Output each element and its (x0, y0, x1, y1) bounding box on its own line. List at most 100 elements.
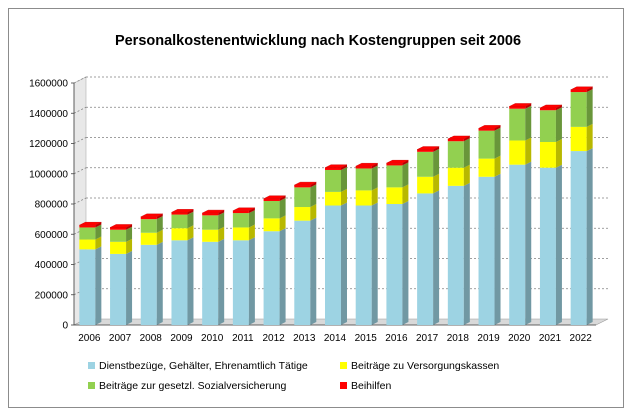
bar-layer (79, 86, 593, 325)
legend-label: Dienstbezüge, Gehälter, Ehrenamtlich Tät… (99, 360, 308, 372)
bar-segment (355, 162, 378, 169)
bar-side (310, 204, 317, 221)
bar-side (187, 209, 194, 215)
bar-segment (294, 181, 317, 188)
bar-front (447, 185, 464, 325)
bar-segment (232, 237, 255, 325)
x-tick-label: 2011 (232, 333, 254, 344)
bar-segment (478, 155, 501, 177)
bar-side (279, 215, 286, 232)
bar-front (478, 130, 495, 159)
legend-item: Beihilfen (340, 380, 391, 392)
bar-side (248, 210, 255, 228)
bar-segment (509, 161, 532, 325)
bar-segment (140, 213, 163, 220)
bar-side (371, 187, 378, 206)
bar-segment (171, 225, 194, 241)
bar-front (386, 163, 403, 166)
legend-label: Beiträge zur gesetzl. Sozialversicherung (99, 380, 287, 392)
y-tick-label: 1600000 (29, 79, 68, 90)
bar-front (171, 214, 188, 229)
bar-front (509, 164, 526, 325)
bar-segment (386, 159, 409, 166)
bar-side (525, 137, 532, 165)
legend-item: Beiträge zur gesetzl. Sozialversicherung (88, 380, 287, 392)
bar-segment (570, 86, 593, 93)
bar-segment (232, 207, 255, 214)
bar-front (570, 126, 587, 152)
bar-side (187, 211, 194, 229)
bar-front (263, 218, 280, 232)
bar-segment (79, 236, 102, 250)
bar-segment (171, 211, 194, 229)
bar-front (355, 205, 372, 325)
bar-segment (570, 123, 593, 152)
bar-segment (263, 195, 286, 201)
bar-front (447, 167, 464, 186)
bar-segment (110, 226, 133, 242)
x-tick-label: 2013 (293, 333, 316, 344)
bar-front (232, 210, 249, 214)
bar-segment (79, 221, 102, 228)
bar-side (156, 229, 163, 245)
bar-front (79, 225, 96, 228)
bar-segment (417, 146, 440, 152)
y-tick-label: 1200000 (29, 139, 68, 150)
bar-front (478, 128, 495, 131)
bar-side (187, 225, 194, 241)
bar-front (110, 241, 127, 254)
bar-segment (294, 217, 317, 325)
bar-segment (417, 173, 440, 194)
bar-side (433, 146, 440, 152)
bar-side (402, 162, 409, 188)
bar-front (232, 227, 249, 241)
bar-segment (539, 138, 562, 168)
x-tick-label: 2015 (355, 333, 378, 344)
bar-top (417, 146, 440, 150)
bar-top (509, 103, 532, 107)
bar-top (79, 221, 102, 226)
bar-side (371, 163, 378, 169)
bar-segment (539, 164, 562, 325)
bar-side (126, 226, 133, 242)
x-tick-label: 2008 (140, 333, 163, 344)
bar-front (355, 168, 372, 191)
bar-side (187, 237, 194, 325)
bar-side (279, 195, 286, 201)
bar-front (294, 185, 311, 188)
bar-side (341, 202, 347, 325)
legend-swatch (88, 382, 95, 389)
bar-segment (325, 202, 347, 325)
bar-segment (324, 164, 348, 170)
bar-top (324, 164, 348, 168)
bar-side (156, 213, 163, 220)
bar-segment (140, 241, 163, 325)
bar-segment (386, 162, 409, 188)
bar-segment (109, 224, 133, 230)
bar-side (463, 138, 470, 168)
bar-front (386, 204, 403, 325)
bar-segment (171, 237, 194, 325)
bar-segment (232, 224, 255, 241)
y-tick-label: 1000000 (29, 169, 68, 180)
bar-segment (447, 138, 470, 168)
bar-front (140, 244, 157, 325)
bar-side (525, 103, 532, 109)
bar-front (355, 190, 372, 206)
bar-segment (79, 246, 102, 325)
x-tick-label: 2014 (324, 333, 347, 344)
axis-layer: 0 200000 400000 600000 800000 1000000 1200000 1… (29, 79, 596, 344)
bar-side (279, 228, 286, 325)
bar-front (294, 220, 311, 325)
bar-segment (202, 212, 225, 230)
bar-front (232, 213, 249, 228)
bar-top (140, 213, 163, 218)
bar-front (202, 215, 219, 230)
bar-segment (202, 238, 225, 325)
bar-segment (417, 148, 440, 177)
bar-front (325, 169, 341, 192)
bar-top (478, 125, 501, 129)
bar-front (355, 166, 372, 169)
bar-side (95, 222, 102, 228)
